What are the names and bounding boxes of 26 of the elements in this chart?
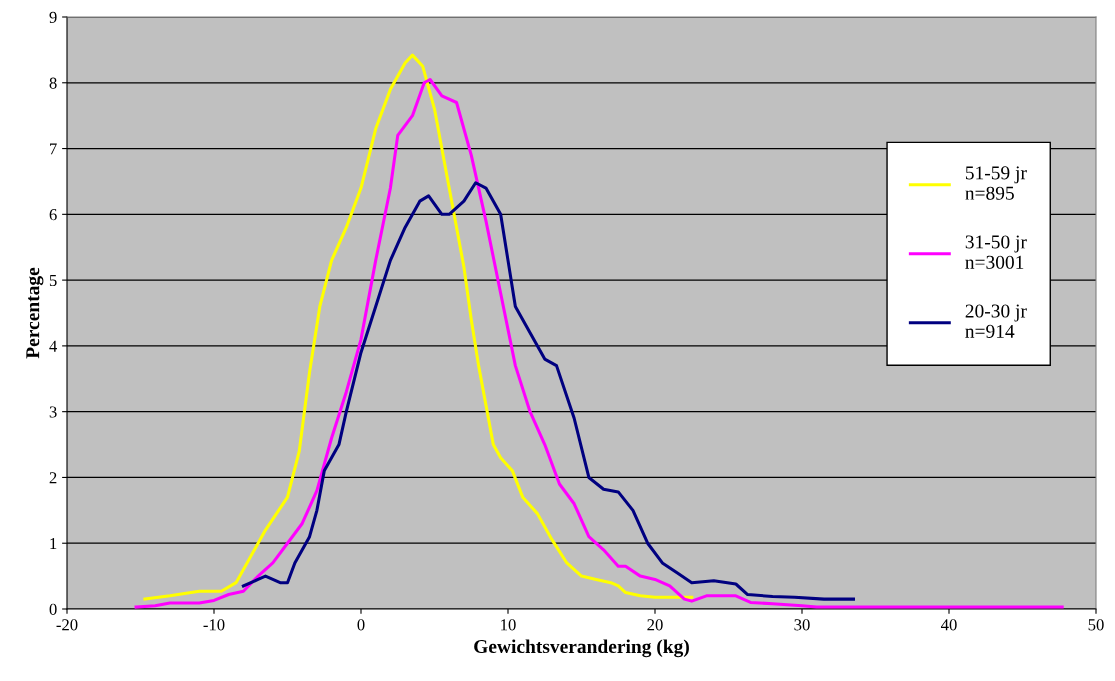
legend-label: 31-50 jr n=3001 <box>965 235 1027 269</box>
x-tick-label: 20 <box>647 619 663 631</box>
x-tick-label: 0 <box>357 619 365 631</box>
y-axis-title: Percentage <box>26 267 44 359</box>
y-tick-label: 4 <box>49 340 58 352</box>
x-tick-label: 40 <box>940 619 957 631</box>
x-tick-label: 50 <box>1088 619 1104 631</box>
line-series <box>241 181 855 601</box>
line-series <box>143 53 694 601</box>
x-axis-title: Gewichtsverandering (kg) <box>474 639 689 658</box>
x-tick-label: -10 <box>203 619 225 631</box>
x-tick-label: -20 <box>56 619 78 631</box>
y-tick-label: 1 <box>50 538 57 549</box>
x-tick-label: 10 <box>501 619 516 631</box>
x-tick-label: 30 <box>794 619 810 631</box>
y-tick-label: 6 <box>49 209 57 221</box>
y-tick-label: 9 <box>49 11 57 23</box>
line-series <box>134 77 1064 609</box>
legend-label: 51-59 jr n=895 <box>965 166 1027 200</box>
y-tick-label: 3 <box>49 406 57 418</box>
y-tick-label: 0 <box>49 603 57 615</box>
y-tick-label: 2 <box>49 472 57 484</box>
legend-label: 20-30 jr n=914 <box>965 304 1027 338</box>
y-tick-label: 5 <box>49 274 57 287</box>
y-tick-label: 8 <box>49 77 57 89</box>
y-tick-label: 7 <box>50 143 57 155</box>
